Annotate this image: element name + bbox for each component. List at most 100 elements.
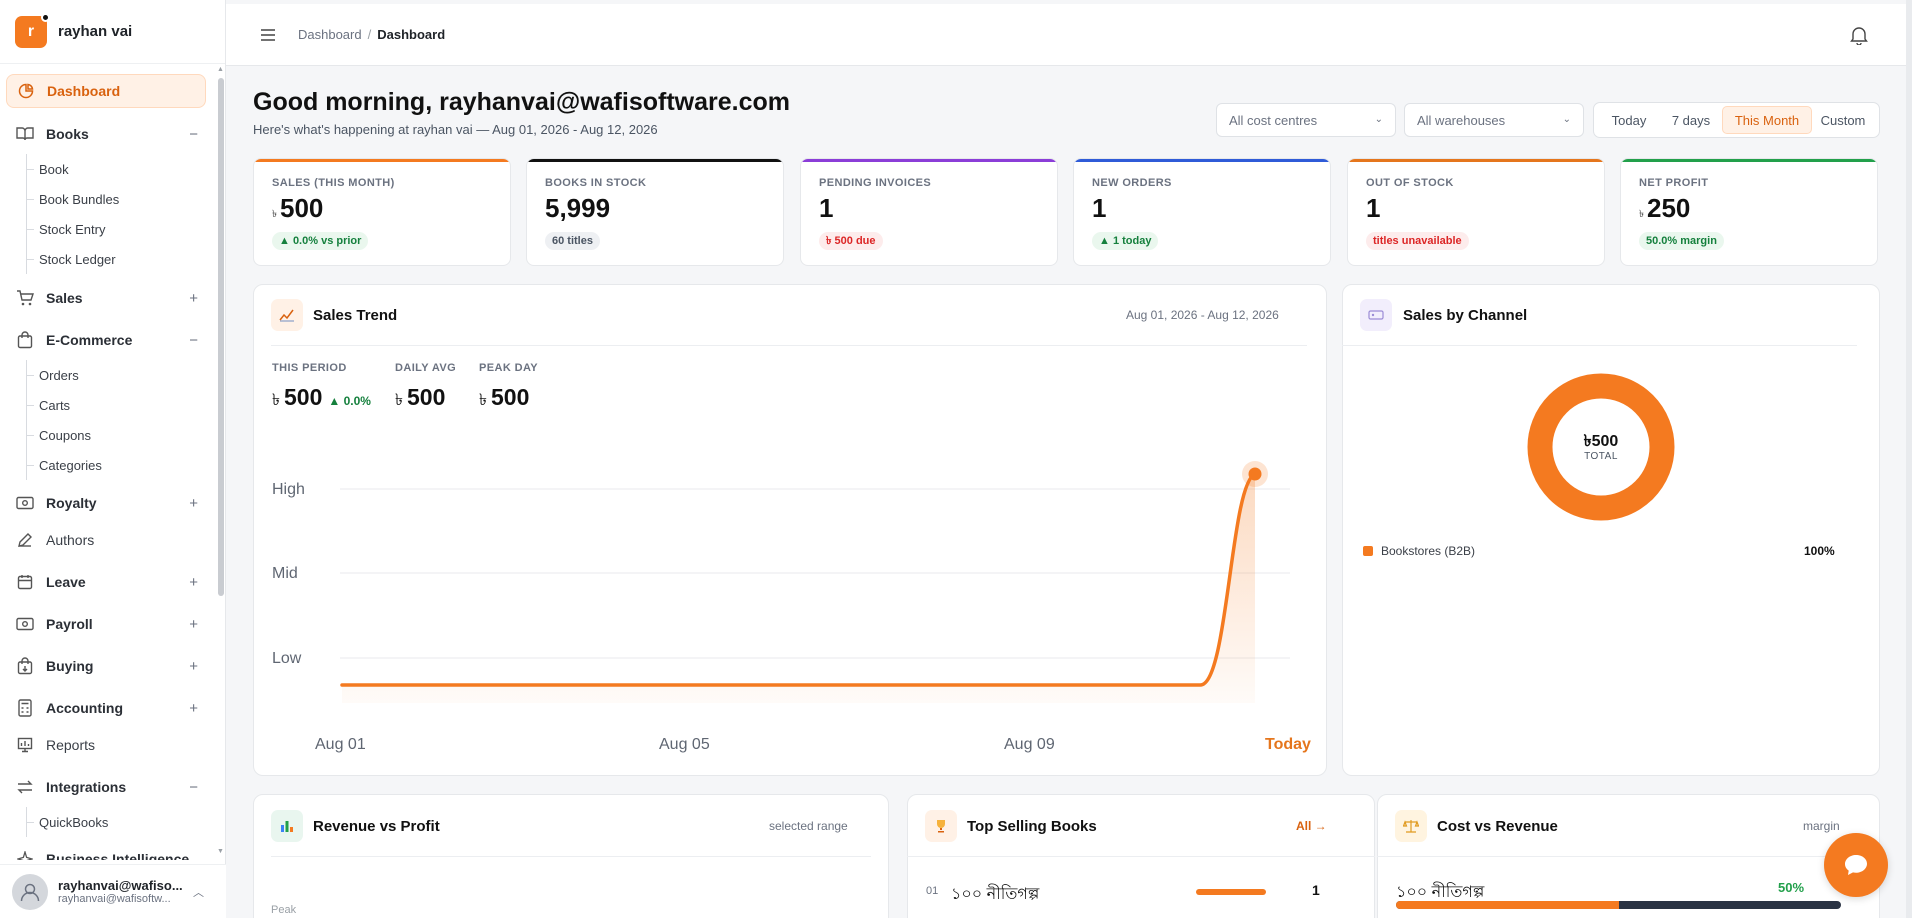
user-menu[interactable]: rayhanvai@wafiso... rayhanvai@wafisoftw.… xyxy=(0,864,226,918)
bell-icon[interactable] xyxy=(1850,25,1870,46)
kpi-badge: ▲ 1 today xyxy=(1092,232,1159,250)
kpi-card-new-orders[interactable]: NEW ORDERS 1 ▲ 1 today xyxy=(1073,158,1331,266)
submenu-item-book[interactable]: Book xyxy=(27,154,119,184)
cost-vs-revenue-note: margin xyxy=(1803,819,1840,833)
legend-label: Bookstores (B2B) xyxy=(1381,544,1476,558)
brand: r rayhan vai xyxy=(0,0,225,64)
scroll-up-icon[interactable]: ▲ xyxy=(217,66,224,73)
scroll-down-icon[interactable]: ▼ xyxy=(217,848,224,855)
cash-icon xyxy=(16,615,34,633)
sales-trend-title: Sales Trend xyxy=(313,307,398,324)
calendar-icon xyxy=(16,573,34,591)
sales-by-channel-card xyxy=(1342,284,1880,776)
currency-symbol: ৳ xyxy=(1639,209,1644,220)
divider xyxy=(1377,856,1880,857)
expand-icon[interactable]: + xyxy=(189,494,198,512)
shopping-bag-icon xyxy=(16,331,34,349)
expand-icon[interactable]: + xyxy=(189,615,198,633)
range-today-button[interactable]: Today xyxy=(1611,112,1647,128)
chevron-up-icon[interactable]: ︿ xyxy=(193,886,204,899)
kpi-number: 5,999 xyxy=(545,193,611,223)
x-tick-label-today: Today xyxy=(1265,736,1311,753)
sidebar-item-dashboard[interactable]: Dashboard xyxy=(6,74,206,108)
sidebar-item-authors[interactable]: Authors xyxy=(6,523,206,557)
collapse-icon[interactable]: − xyxy=(189,125,198,143)
kpi-accent-bar xyxy=(1074,159,1330,162)
range-custom-button[interactable]: Custom xyxy=(1820,112,1866,128)
legend-percent: 100% xyxy=(1804,544,1835,558)
cost-centre-value: All cost centres xyxy=(1229,112,1318,128)
range-this-month-button[interactable]: This Month xyxy=(1722,106,1812,134)
pie-chart-icon xyxy=(17,82,35,100)
chat-button[interactable] xyxy=(1824,833,1888,897)
sparkle-icon xyxy=(16,850,34,860)
sidebar-item-integrations[interactable]: Integrations − xyxy=(6,770,206,804)
sidebar-item-label: Business Intelligence xyxy=(46,851,190,860)
kpi-value: 1 xyxy=(819,193,833,224)
expand-icon[interactable]: + xyxy=(189,289,198,307)
kpi-accent-bar xyxy=(254,159,510,162)
window-scrollbar[interactable] xyxy=(1906,0,1912,918)
kpi-accent-bar xyxy=(1348,159,1604,162)
sidebar-item-reports[interactable]: Reports xyxy=(6,728,206,762)
sidebar-item-leave[interactable]: Leave + xyxy=(6,565,206,599)
submenu-item-quickbooks[interactable]: QuickBooks xyxy=(27,807,108,837)
kpi-card-pending-invoices[interactable]: PENDING INVOICES 1 ৳ 500 due xyxy=(800,158,1058,266)
chevron-down-icon: ⌄ xyxy=(1374,114,1383,125)
kpi-card-out-of-stock[interactable]: OUT OF STOCK 1 titles unavailable xyxy=(1347,158,1605,266)
pen-icon xyxy=(16,531,34,549)
scrollbar-thumb[interactable] xyxy=(218,78,224,596)
books-submenu: Book Book Bundles Stock Entry Stock Ledg… xyxy=(26,154,119,274)
brand-logo[interactable]: r xyxy=(15,12,50,48)
kpi-value: 5,999 xyxy=(545,193,610,224)
collapse-icon[interactable]: − xyxy=(189,778,198,796)
kpi-badge: 60 titles xyxy=(545,232,600,250)
sidebar-item-buying[interactable]: Buying + xyxy=(6,649,206,683)
breadcrumb-link[interactable]: Dashboard xyxy=(298,27,362,42)
kpi-card-sales[interactable]: SALES (THIS MONTH) ৳ 500 ▲ 0.0% vs prior xyxy=(253,158,511,266)
avatar xyxy=(12,873,48,910)
submenu-item-carts[interactable]: Carts xyxy=(27,390,102,420)
sidebar-scrollbar[interactable]: ▲ ▼ xyxy=(216,64,226,860)
kpi-value: ৳ 500 xyxy=(272,193,323,224)
book-icon xyxy=(16,125,34,143)
sales-trend-range: Aug 01, 2026 - Aug 12, 2026 xyxy=(1126,308,1279,322)
submenu-item-orders[interactable]: Orders xyxy=(27,360,102,390)
range-7days-button[interactable]: 7 days xyxy=(1671,112,1711,128)
sidebar-item-sales[interactable]: Sales + xyxy=(6,281,206,315)
currency-symbol: ৳ xyxy=(395,392,403,409)
expand-icon[interactable]: + xyxy=(189,657,198,675)
sidebar-item-payroll[interactable]: Payroll + xyxy=(6,607,206,641)
kpi-badge: ৳ 500 due xyxy=(819,232,883,250)
expand-icon[interactable]: + xyxy=(189,573,198,591)
book-title[interactable]: ১০০ নীতিগল্প xyxy=(951,886,1040,903)
sidebar-item-business-intelligence[interactable]: Business Intelligence xyxy=(6,842,206,860)
peak-point[interactable] xyxy=(1248,467,1262,481)
warehouse-value: All warehouses xyxy=(1417,112,1506,128)
sidebar-item-ecommerce[interactable]: E-Commerce − xyxy=(6,323,206,357)
cost-revenue-bar xyxy=(1396,901,1841,909)
donut-slice[interactable] xyxy=(1527,373,1675,521)
submenu-item-stock-entry[interactable]: Stock Entry xyxy=(27,214,119,244)
stat-number: 500 xyxy=(283,384,323,410)
cost-centre-select[interactable]: All cost centres ⌄ xyxy=(1216,103,1396,137)
sidebar-item-accounting[interactable]: Accounting + xyxy=(6,691,206,725)
view-all-link[interactable]: All → xyxy=(1296,819,1327,833)
submenu-item-coupons[interactable]: Coupons xyxy=(27,420,102,450)
sidebar-item-books[interactable]: Books − xyxy=(6,117,206,151)
currency-symbol: ৳ xyxy=(479,392,487,409)
sidebar-item-royalty[interactable]: Royalty + xyxy=(6,486,206,520)
kpi-card-net-profit[interactable]: NET PROFIT ৳ 250 50.0% margin xyxy=(1620,158,1878,266)
collapse-icon[interactable]: − xyxy=(189,331,198,349)
submenu-item-stock-ledger[interactable]: Stock Ledger xyxy=(27,244,119,274)
kpi-card-books-in-stock[interactable]: BOOKS IN STOCK 5,999 60 titles xyxy=(526,158,784,266)
submenu-item-categories[interactable]: Categories xyxy=(27,450,102,480)
menu-toggle-icon[interactable] xyxy=(258,25,278,45)
book-title: ১০০ নীতিগল্প xyxy=(1396,884,1485,901)
sales-trend-chart xyxy=(340,461,1290,703)
stat-value-peak-day: ৳ 500 xyxy=(479,384,529,414)
expand-icon[interactable]: + xyxy=(189,699,198,717)
submenu-item-book-bundles[interactable]: Book Bundles xyxy=(27,184,119,214)
warehouse-select[interactable]: All warehouses ⌄ xyxy=(1404,103,1584,137)
brand-logo-letter: r xyxy=(27,22,35,40)
